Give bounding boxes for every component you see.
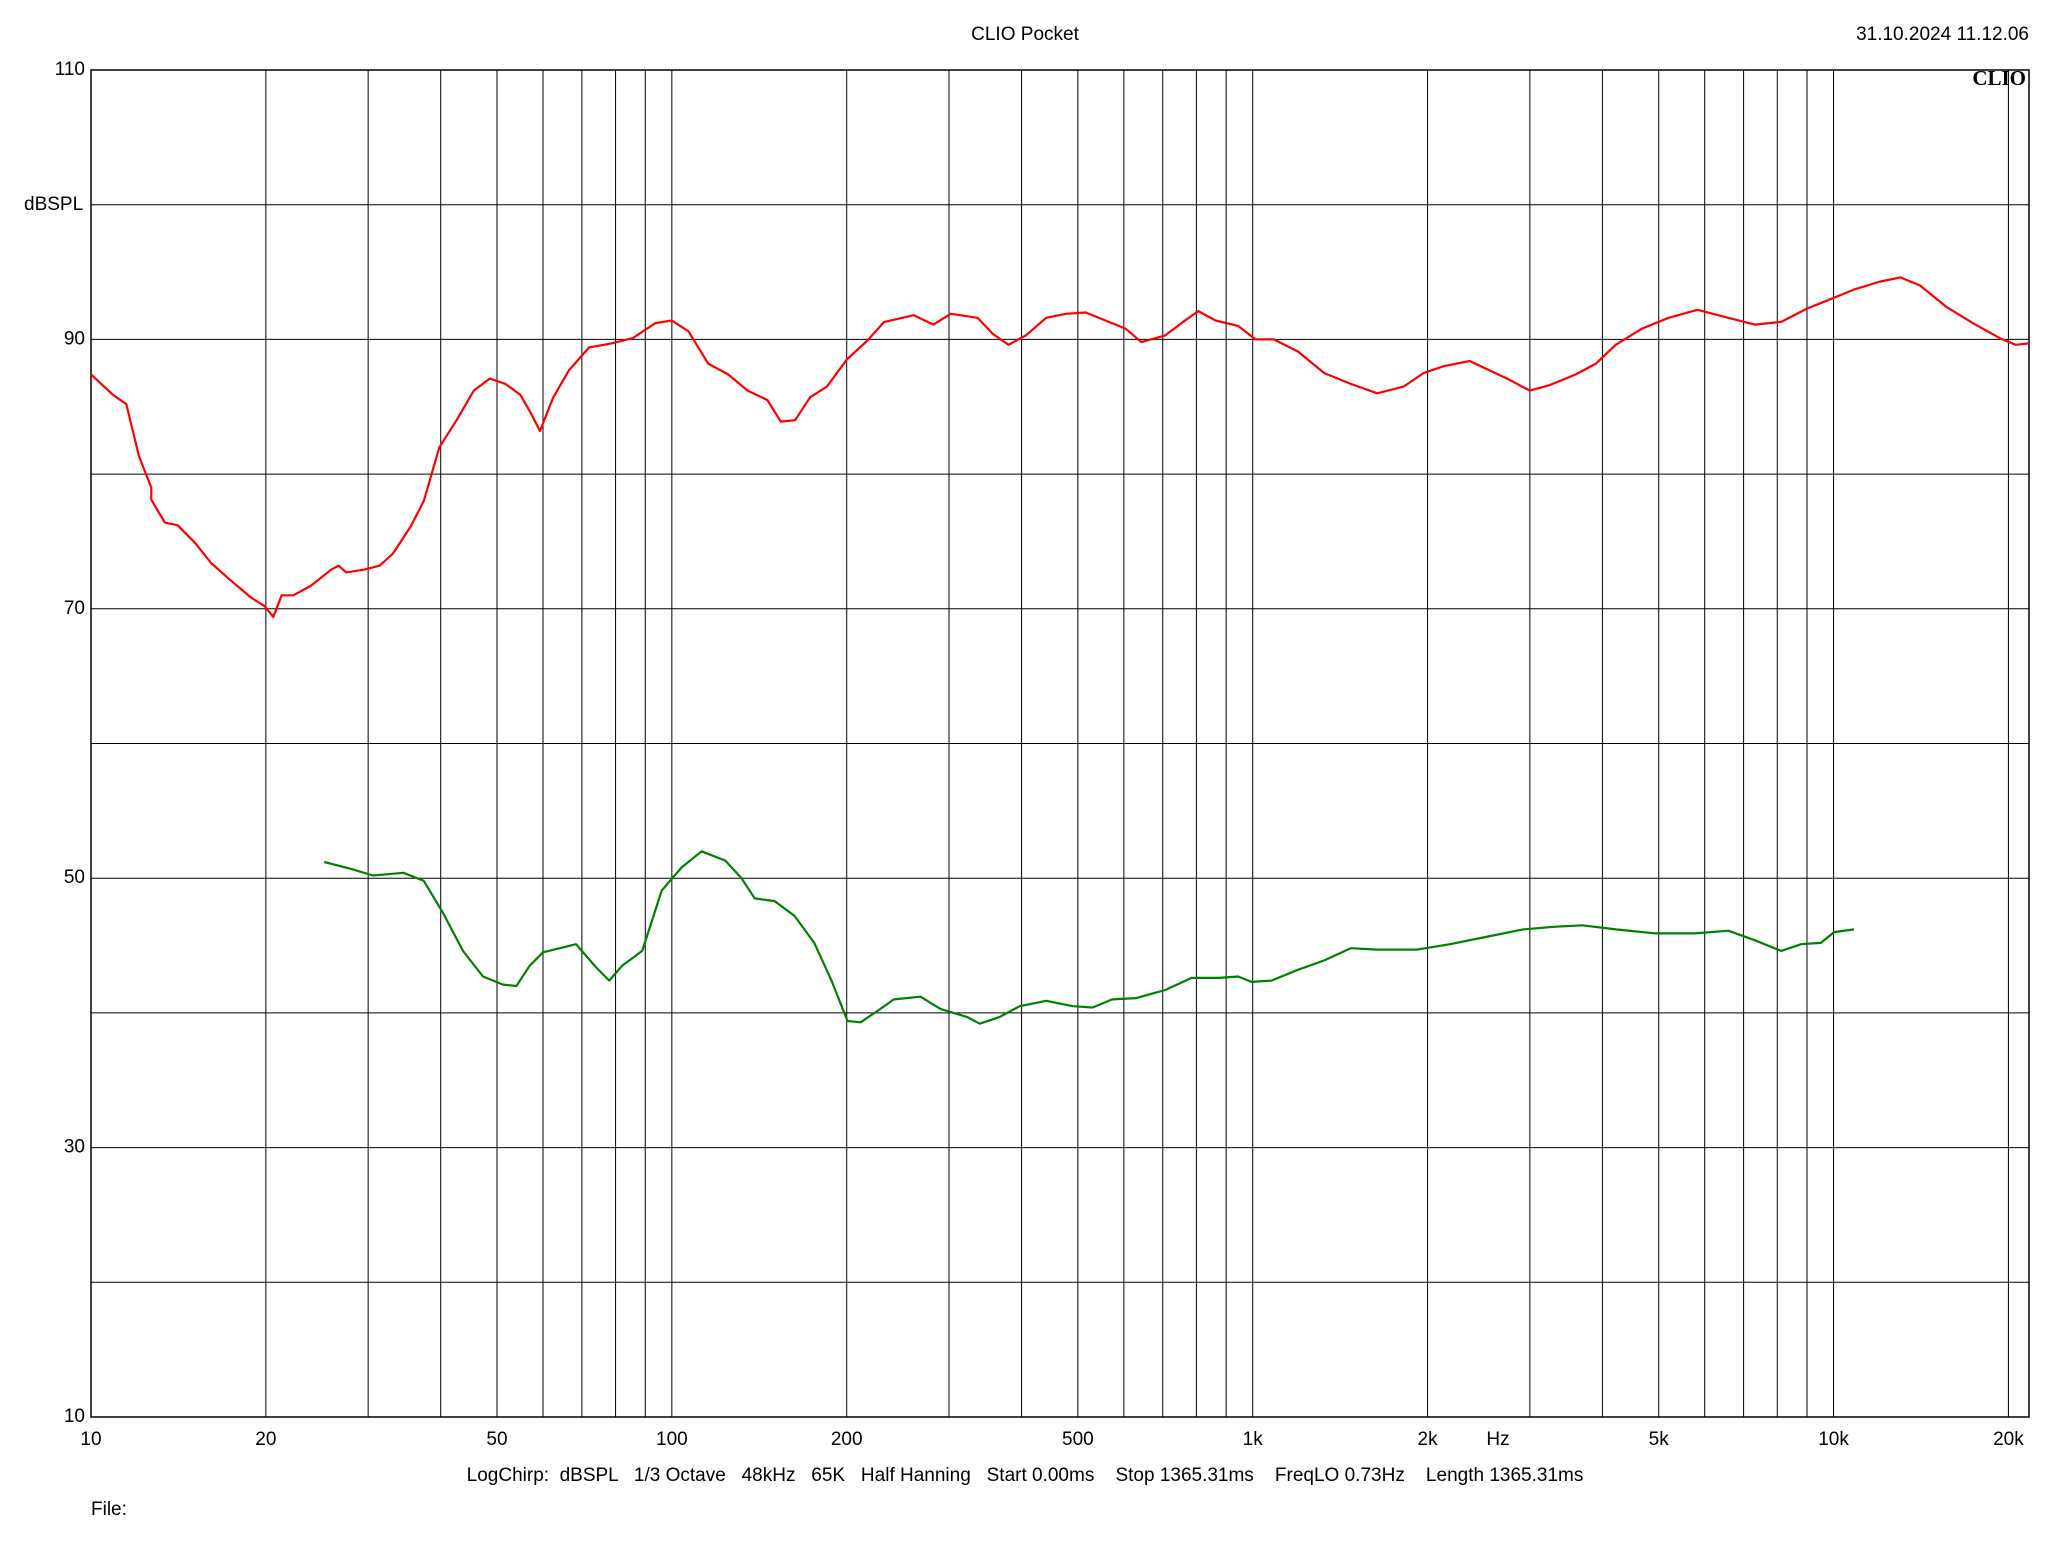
y-tick-label: 30 [64, 1137, 85, 1158]
y-tick-label: 10 [64, 1406, 85, 1427]
data-line [323, 850, 1855, 1025]
timestamp: 31.10.2024 11.12.06 [1856, 24, 2029, 45]
y-tick-label: 70 [64, 598, 85, 619]
x-tick-label: 200 [831, 1429, 863, 1450]
y-tick-label: 50 [64, 867, 85, 888]
y-tick-label: 110 [55, 59, 85, 80]
y-axis-label: dBSPL [24, 194, 83, 215]
x-tick-label: 10k [1818, 1429, 1849, 1450]
x-tick-label: 1k [1243, 1429, 1264, 1450]
x-tick-label: 20 [255, 1429, 276, 1450]
x-tick-label: 100 [656, 1429, 688, 1450]
x-tick-label: 2k [1418, 1429, 1439, 1450]
x-tick-label: 20k [1993, 1429, 2024, 1450]
x-tick-label: 5k [1649, 1429, 1670, 1450]
file-label: File: [91, 1499, 127, 1520]
x-tick-label: 500 [1062, 1429, 1094, 1450]
chart-title: CLIO Pocket [971, 24, 1079, 45]
x-tick-label: 10 [80, 1429, 101, 1450]
plot-frame [90, 69, 2030, 1418]
x-axis-label: Hz [1486, 1429, 1509, 1450]
footer: LogChirp: dBSPL 1/3 Octave 48kHz 65K Hal… [467, 1465, 1584, 1486]
y-tick-label: 90 [64, 328, 85, 349]
data-line [90, 276, 2030, 619]
x-tick-label: 50 [486, 1429, 507, 1450]
